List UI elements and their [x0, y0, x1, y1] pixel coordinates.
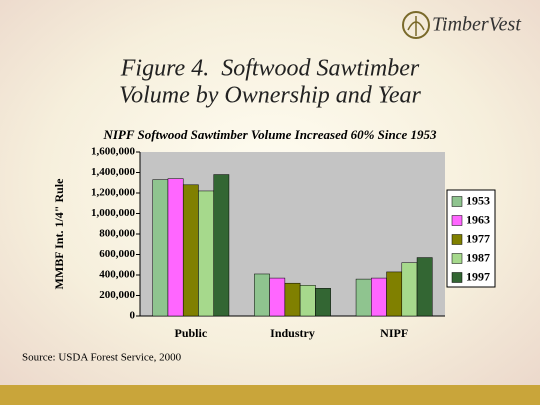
bar [299, 285, 316, 317]
y-tick-label: 1,400,000 [91, 166, 136, 178]
y-tick-label: 1,600,000 [91, 146, 136, 158]
y-tick-label: 0 [130, 310, 136, 322]
legend-label: 1963 [466, 212, 490, 226]
legend-swatch [451, 272, 463, 283]
footer-band [0, 385, 540, 405]
bar [269, 277, 286, 317]
bar [254, 273, 270, 317]
legend-swatch [451, 196, 463, 207]
logo-icon [402, 11, 430, 39]
bar [401, 262, 418, 317]
bar [167, 178, 184, 317]
bar [182, 184, 199, 317]
title-line: Volume by Ownership and Year [119, 83, 421, 109]
subtitle: NIPF Softwood Sawtimber Volume Increased… [102, 127, 437, 142]
bar [213, 174, 230, 317]
y-tick-label: 200,000 [99, 289, 135, 301]
legend-label: 1997 [466, 269, 490, 283]
legend-label: 1977 [466, 231, 490, 245]
legend-swatch [451, 234, 463, 245]
legend-swatch [451, 215, 463, 226]
source: Source: USDA Forest Service, 2000 [22, 352, 182, 364]
title-line: Figure 4. Softwood Sawtimber [120, 56, 420, 82]
bar [371, 277, 387, 317]
logo-tree [407, 16, 425, 36]
y-tick-label: 1,000,000 [91, 207, 136, 219]
y-tick-label: 1,200,000 [91, 187, 136, 199]
bar [284, 282, 301, 317]
bar [386, 271, 403, 317]
legend-label: 1953 [466, 193, 490, 207]
legend-swatch [451, 253, 463, 264]
bar [355, 278, 372, 317]
y-axis-label: MMBF Int. 1/4" Rule [52, 178, 66, 290]
x-tick-label: Industry [270, 326, 315, 340]
y-tick-label: 800,000 [99, 228, 135, 240]
x-tick-label: NIPF [380, 326, 408, 340]
y-tick-label: 600,000 [99, 248, 135, 260]
logo-text: TimberVest [432, 14, 521, 36]
bar [152, 179, 169, 317]
y-tick-label: 400,000 [99, 269, 135, 281]
bar [315, 288, 331, 317]
bar [416, 257, 433, 317]
bar [198, 190, 214, 317]
x-tick-label: Public [174, 326, 207, 340]
legend-label: 1987 [466, 250, 490, 264]
